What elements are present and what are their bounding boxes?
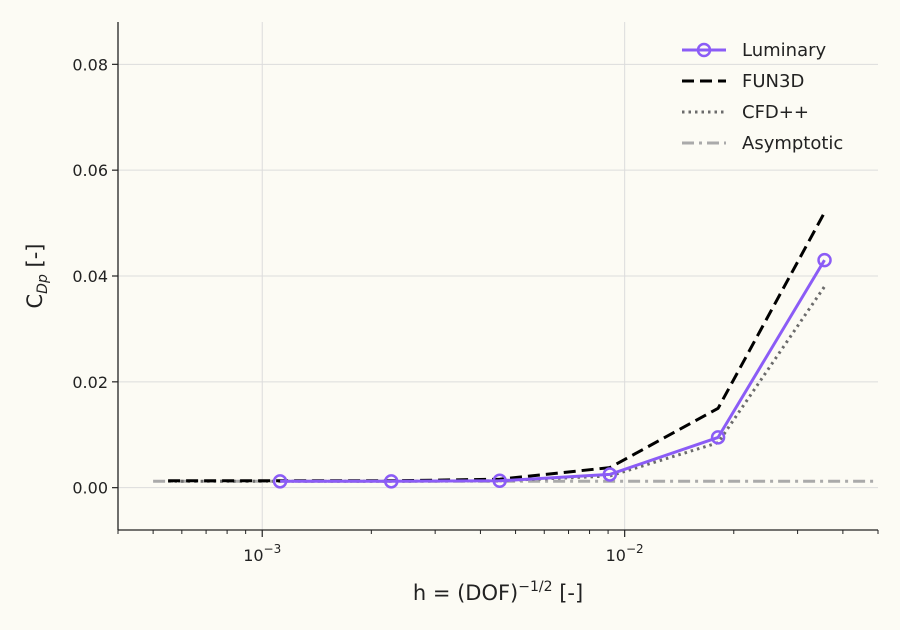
series: [153, 211, 878, 489]
data-point-luminary: [272, 474, 288, 489]
y-axis-label: CDp [-]: [23, 244, 51, 309]
y-tick-label: 0.08: [72, 55, 108, 74]
legend-marker-luminary: [696, 42, 712, 58]
data-point-luminary: [384, 474, 399, 489]
x-tick-label: 10−3: [243, 542, 281, 565]
data-point-luminary: [602, 467, 618, 482]
legend: Luminary FUN3D CFD++ Asymptotic: [682, 40, 843, 154]
series-line-cfd: [168, 285, 826, 483]
y-tick-label: 0.04: [72, 267, 108, 286]
legend-label-fun3d: FUN3D: [742, 71, 804, 92]
legend-label-cfd: CFD++: [742, 102, 809, 123]
series-line-luminary: [280, 259, 826, 483]
y-tick-label: 0.06: [72, 161, 108, 180]
axes: 0.00 0.02 0.04 0.06 0.08 10−3 10−2 h = (DOF)−1/…: [23, 22, 879, 605]
data-point-luminary: [492, 473, 507, 489]
y-tick-label: 0.02: [72, 373, 108, 392]
data-point-luminary: [710, 430, 726, 445]
x-tick-label: 10−2: [606, 542, 644, 565]
legend-label-asymptotic: Asymptotic: [742, 133, 843, 154]
grid: [118, 22, 878, 530]
y-tick-label: 0.00: [72, 479, 108, 498]
legend-label-luminary: Luminary: [742, 40, 826, 61]
x-axis-label: h = (DOF)−1/2 [-]: [413, 579, 583, 605]
data-point-luminary: [817, 252, 832, 268]
series-line-fun3d: [168, 211, 826, 483]
